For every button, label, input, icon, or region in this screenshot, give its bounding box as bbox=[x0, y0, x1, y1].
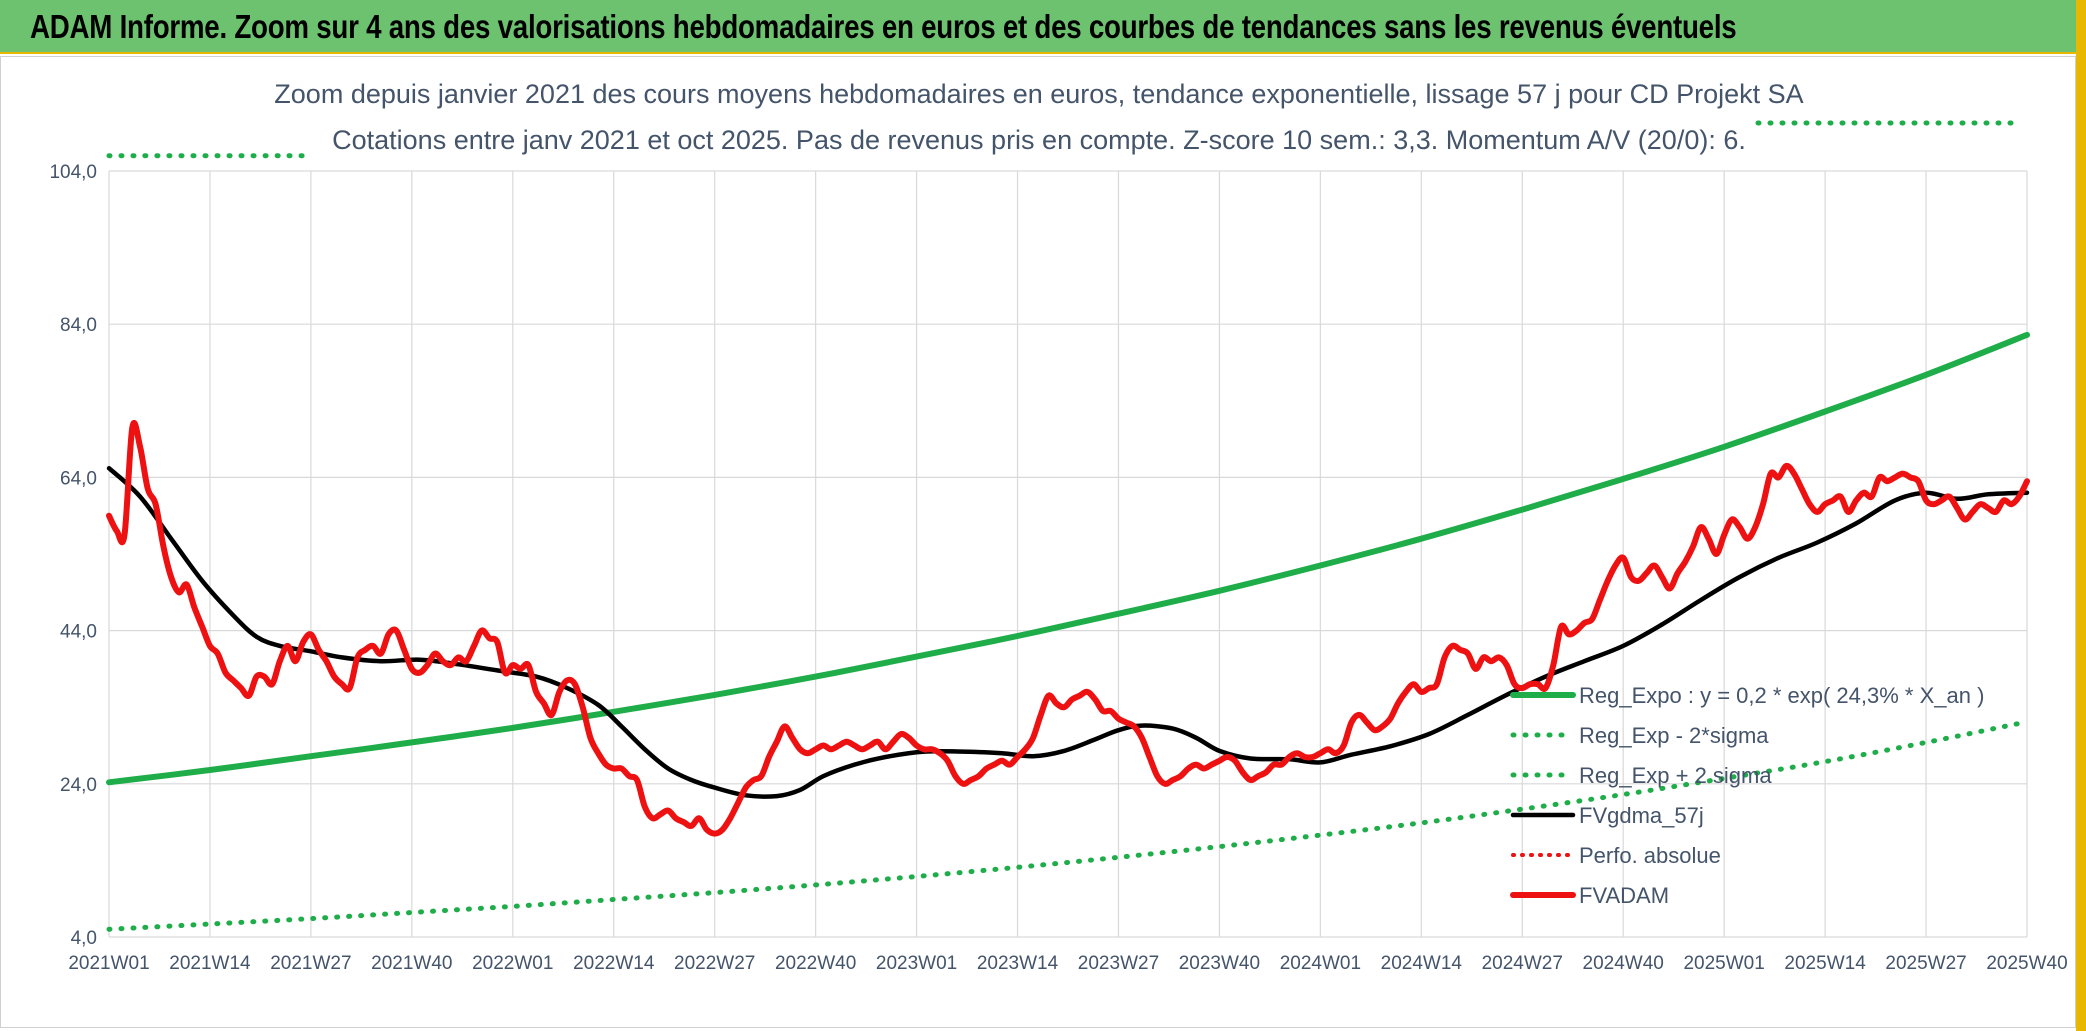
x-tick-label: 2024W01 bbox=[1280, 953, 1361, 974]
x-tick-label: 2024W14 bbox=[1381, 953, 1463, 974]
x-tick-label: 2025W01 bbox=[1683, 953, 1764, 974]
legend-label: Perfo. absolue bbox=[1579, 843, 1721, 868]
y-tick-label: 44,0 bbox=[60, 622, 97, 643]
x-tick-label: 2025W27 bbox=[1885, 953, 1966, 974]
y-tick-label: 104,0 bbox=[49, 162, 97, 183]
series-reg-expo bbox=[106, 331, 2030, 786]
legend-label: Reg_Exp + 2 sigma bbox=[1579, 763, 1772, 788]
legend: Reg_Expo : y = 0,2 * exp( 24,3% * X_an )… bbox=[1510, 683, 1984, 908]
chart-svg: Zoom depuis janvier 2021 des cours moyen… bbox=[49, 79, 2067, 974]
y-tick-label: 4,0 bbox=[71, 928, 97, 949]
x-tick-label: 2022W27 bbox=[674, 953, 755, 974]
series-fvadam bbox=[106, 419, 2030, 837]
x-tick-label: 2021W27 bbox=[270, 953, 351, 974]
page-title: ADAM Informe. Zoom sur 4 ans des valoris… bbox=[30, 8, 1737, 45]
y-tick-label: 64,0 bbox=[60, 468, 97, 489]
legend-label: Reg_Exp - 2*sigma bbox=[1579, 723, 1769, 748]
chart-title: Zoom depuis janvier 2021 des cours moyen… bbox=[274, 79, 1803, 109]
x-tick-label: 2023W27 bbox=[1078, 953, 1159, 974]
x-tick-label: 2023W01 bbox=[876, 953, 957, 974]
x-tick-label: 2023W14 bbox=[977, 953, 1059, 974]
y-tick-label: 84,0 bbox=[60, 315, 97, 336]
x-tick-label: 2021W14 bbox=[169, 953, 251, 974]
series-reg-exp-minus-2sigma bbox=[106, 719, 2030, 932]
axis-layer: 4,0 24,0 44,0 64,0 84,0 104,0 2021W01 2021W14 20… bbox=[49, 162, 2067, 974]
legend-label: FVgdma_57j bbox=[1579, 803, 1704, 828]
series-layer bbox=[106, 153, 2030, 932]
x-tick-label: 2025W40 bbox=[1986, 953, 2067, 974]
chart-container: Zoom depuis janvier 2021 des cours moyen… bbox=[0, 56, 2076, 1028]
x-tick-label: 2024W40 bbox=[1583, 953, 1664, 974]
legend-label: FVADAM bbox=[1579, 883, 1669, 908]
grid-layer bbox=[108, 170, 2028, 938]
accent-edge bbox=[2076, 0, 2086, 1031]
x-tick-label: 2022W14 bbox=[573, 953, 655, 974]
x-tick-label: 2024W27 bbox=[1482, 953, 1563, 974]
legend-label: Reg_Expo : y = 0,2 * exp( 24,3% * X_an ) bbox=[1579, 683, 1984, 708]
x-tick-label: 2022W40 bbox=[775, 953, 856, 974]
chart-subtitle: Cotations entre janv 2021 et oct 2025. P… bbox=[332, 125, 1746, 155]
x-tick-label: 2022W01 bbox=[472, 953, 553, 974]
x-tick-label: 2021W01 bbox=[68, 953, 149, 974]
x-tick-label: 2021W40 bbox=[371, 953, 452, 974]
x-tick-label: 2023W40 bbox=[1179, 953, 1260, 974]
header-bar: ADAM Informe. Zoom sur 4 ans des valoris… bbox=[0, 0, 2076, 54]
y-tick-label: 24,0 bbox=[60, 775, 97, 796]
x-tick-label: 2025W14 bbox=[1784, 953, 1866, 974]
